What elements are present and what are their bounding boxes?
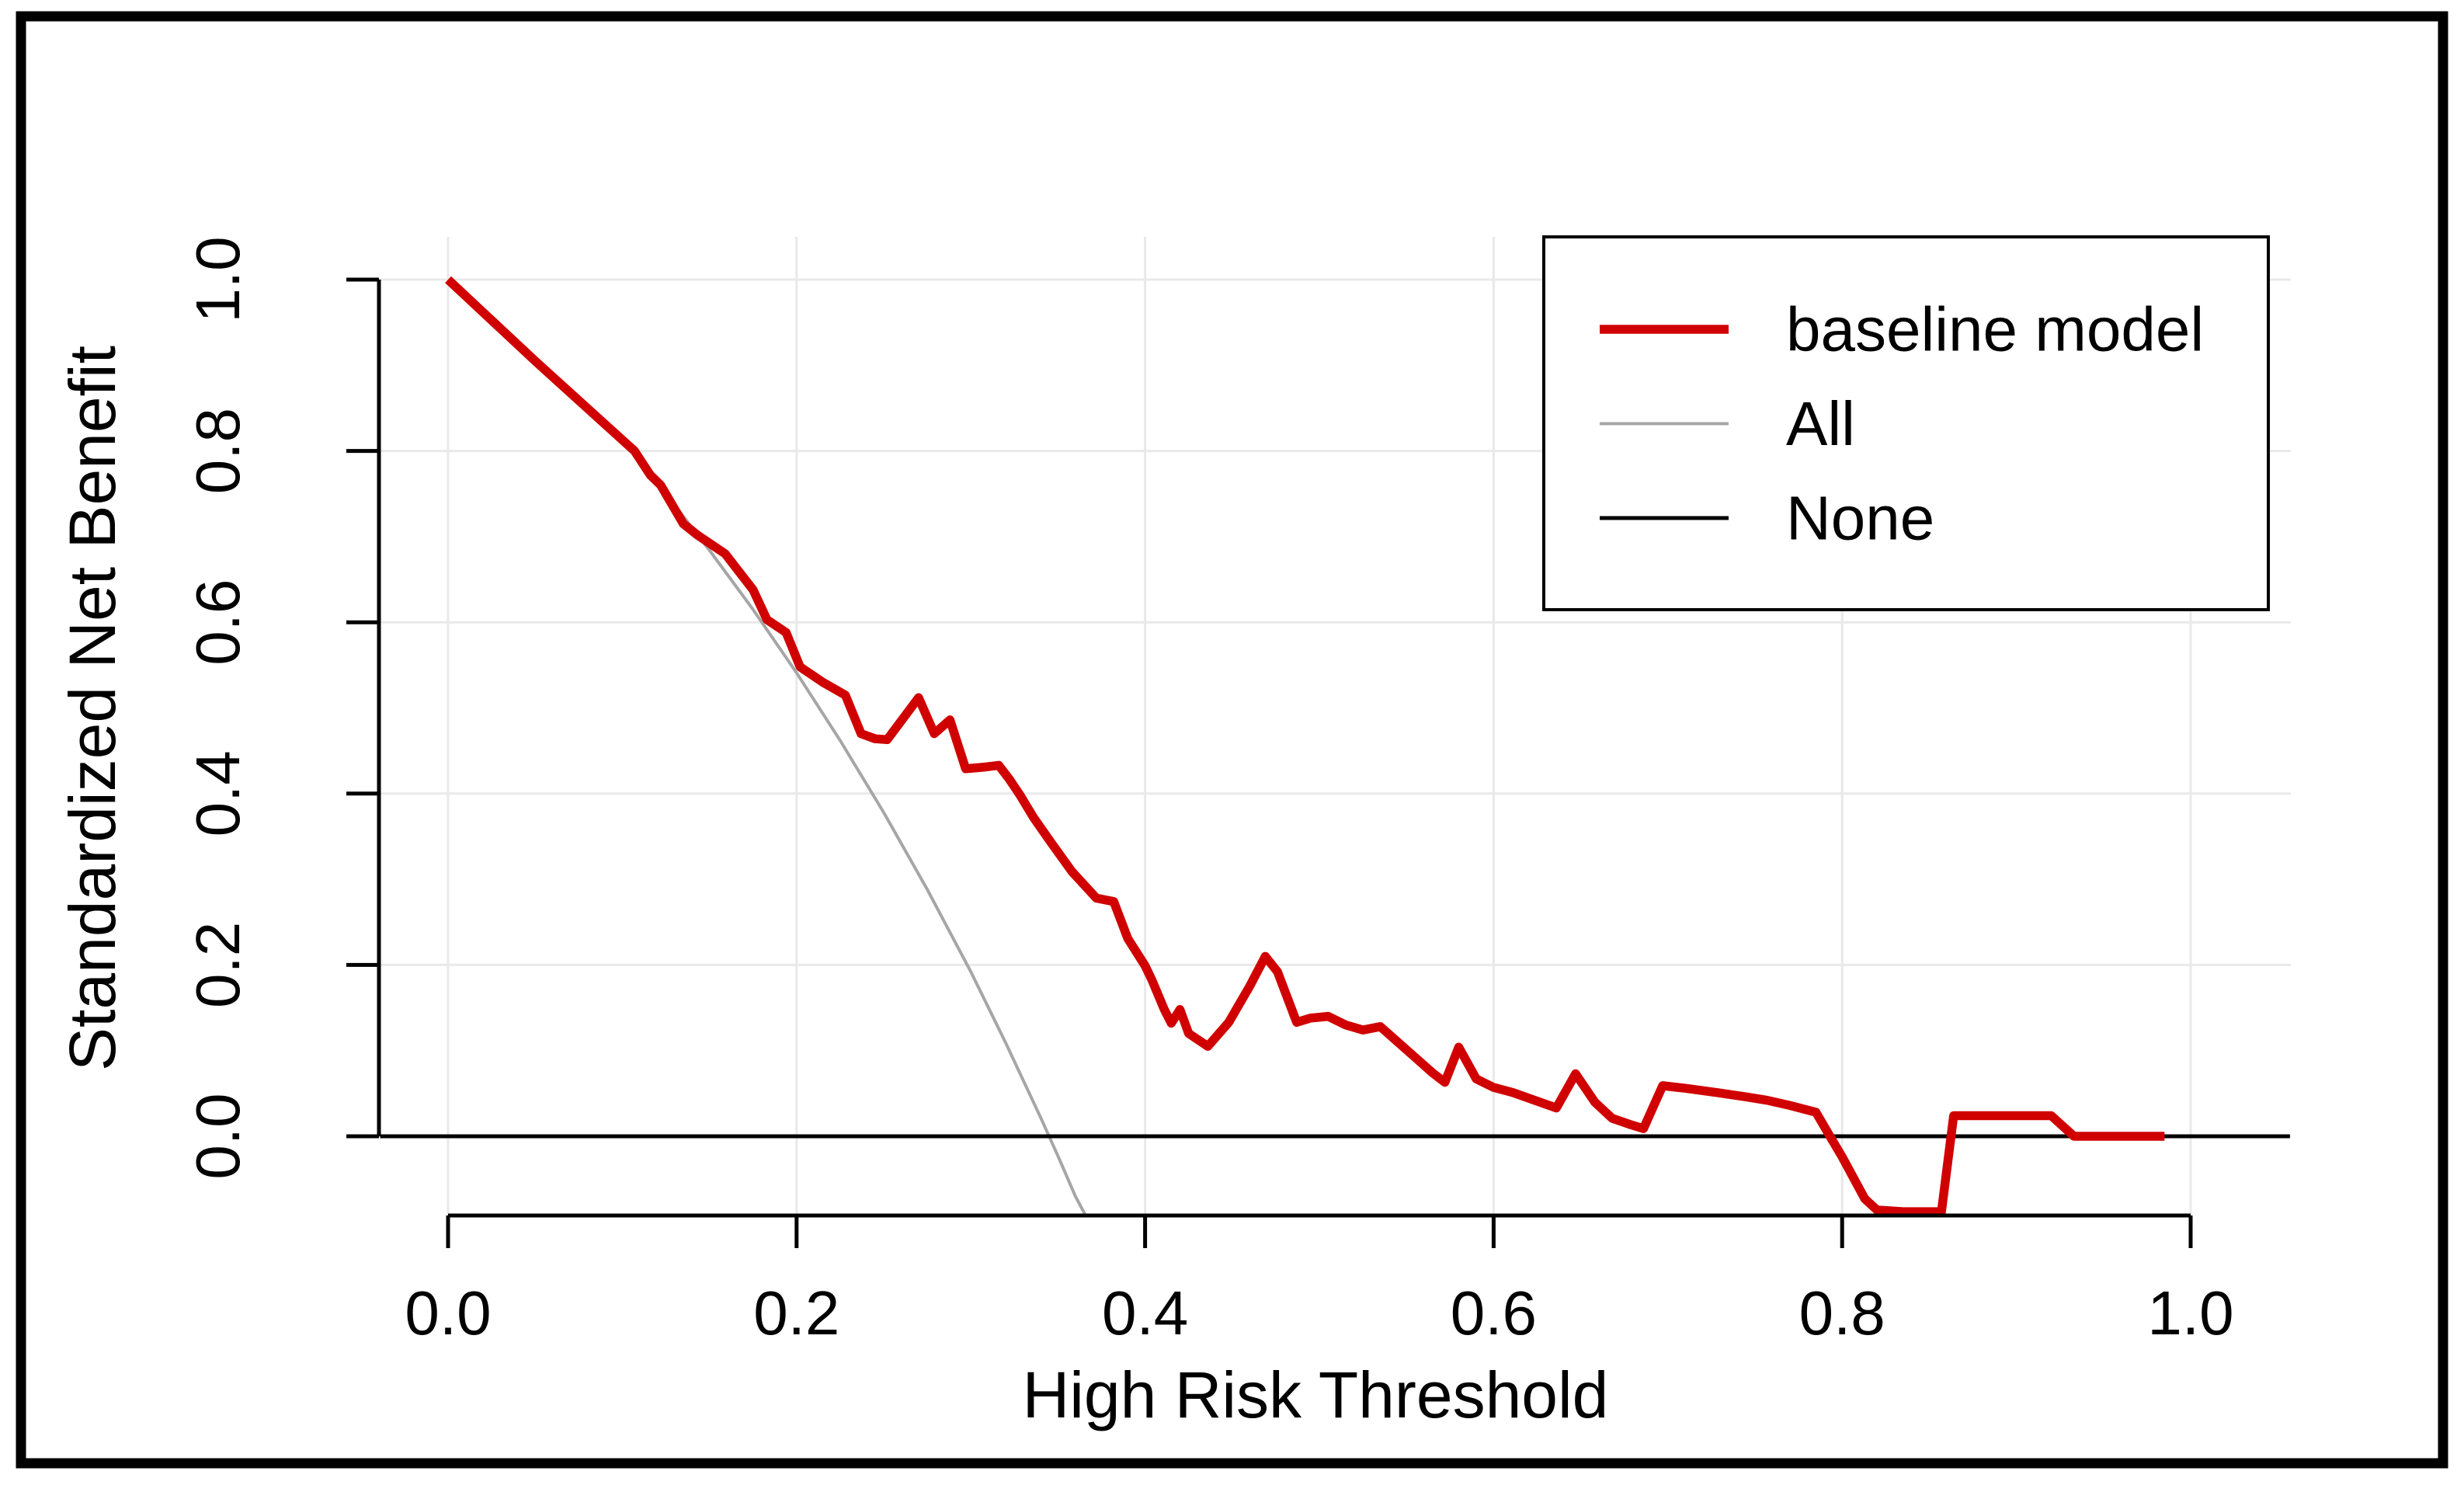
y-tick-label: 0.2: [183, 922, 252, 1008]
legend: baseline model All None: [1542, 235, 2270, 611]
y-tick-label: 0.8: [183, 408, 252, 494]
legend-label: baseline model: [1786, 295, 2204, 364]
x-axis: 0.0 0.2 0.4 0.6 0.8 1.0: [405, 1213, 2234, 1348]
series-line-all: [447, 278, 1088, 1217]
x-axis-title: High Risk Threshold: [1023, 1358, 1609, 1431]
y-tick-label: 1.0: [183, 236, 252, 322]
x-tick-label: 1.0: [2147, 1278, 2233, 1348]
x-tick-label: 0.8: [1799, 1278, 1885, 1348]
axis-titles: High Risk Threshold Standardized Net Bene…: [56, 346, 1608, 1431]
y-axis-title: Standardized Net Benefit: [56, 346, 129, 1071]
x-tick-label: 0.0: [405, 1278, 491, 1348]
y-axis: 0.0 0.2 0.4 0.6 0.8 1.0: [183, 236, 381, 1180]
legend-label: None: [1786, 484, 1934, 553]
legend-label: All: [1786, 389, 1855, 458]
y-tick-label: 0.0: [183, 1093, 252, 1179]
plot-series: [380, 276, 2290, 1217]
x-tick-label: 0.4: [1102, 1278, 1188, 1348]
x-tick-label: 0.6: [1451, 1278, 1537, 1348]
x-tick-label: 0.2: [753, 1278, 839, 1348]
y-tick-label: 0.4: [183, 750, 252, 836]
frame-border: [16, 11, 2448, 1469]
figure-border: [16, 11, 2448, 1469]
series-line-baseline-model: [445, 276, 2165, 1216]
y-tick-label: 0.6: [183, 579, 252, 666]
